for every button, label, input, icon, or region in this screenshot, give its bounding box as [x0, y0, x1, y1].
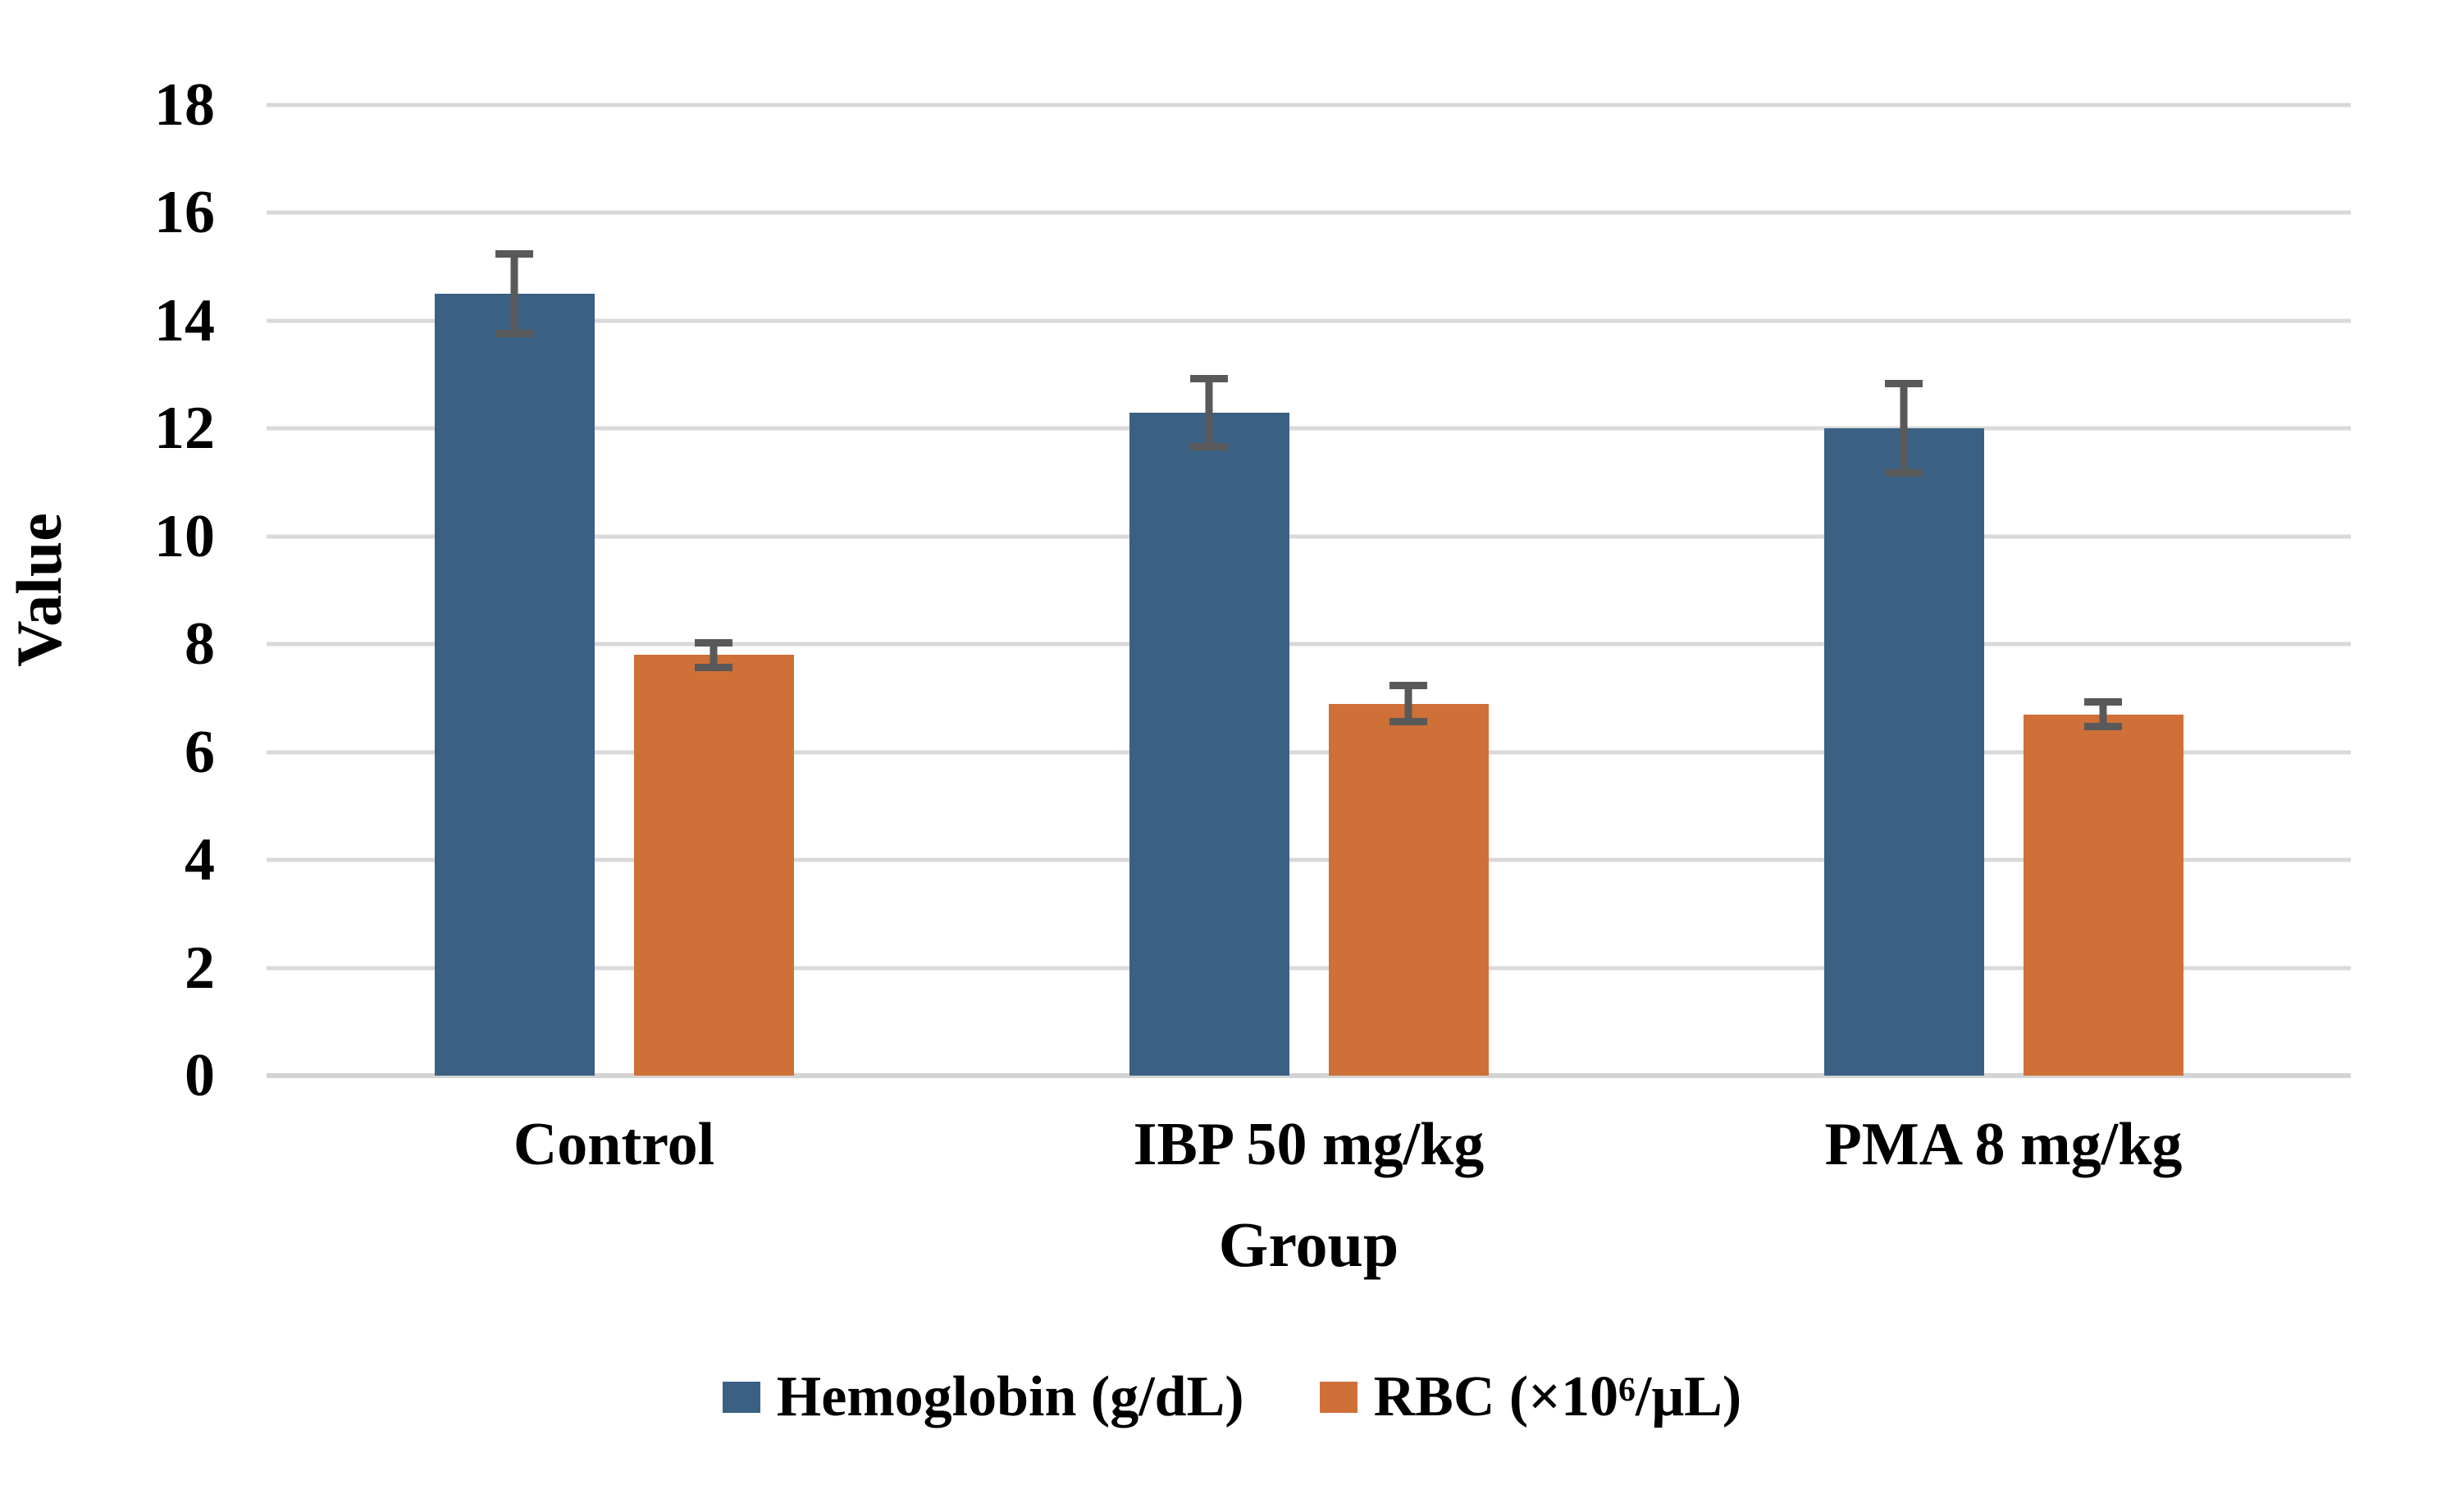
error-bar-stem [1205, 374, 1213, 450]
legend-label-hemoglobin: Hemoglobin (g/dL) [776, 1365, 1244, 1428]
error-bar-cap-bottom [2084, 723, 2122, 731]
error-bar-cap-top [695, 638, 732, 647]
error-bar-cap-bottom [1190, 442, 1228, 450]
gridline-y-12 [267, 426, 2351, 431]
x-tick-label-pma-8-mg-kg: PMA 8 mg/kg [1824, 1111, 2183, 1178]
error-bar-cap-bottom [1885, 469, 1923, 478]
bar-rbc-pma-8-mg-kg [2023, 714, 2183, 1076]
error-bar-rbc-control [695, 638, 732, 672]
gridline-y-6 [267, 750, 2351, 755]
error-bar-stem [2099, 697, 2107, 731]
error-bar-cap-top [1389, 682, 1427, 690]
y-tick-label-8: 8 [185, 610, 215, 679]
y-tick-label-12: 12 [154, 395, 215, 463]
y-axis-ticks: 0 2 4 6 8 10 12 14 16 18 [0, 75, 215, 1106]
y-tick-label-0: 0 [185, 1042, 215, 1109]
y-tick-label-10: 10 [154, 502, 215, 570]
legend-swatch-rbc [1319, 1382, 1357, 1413]
error-bar-rbc-pma-8-mg-kg [2084, 697, 2122, 731]
x-axis-baseline [267, 1073, 2351, 1078]
x-axis-title: Group [1218, 1209, 1399, 1280]
gridline-y-16 [267, 210, 2351, 215]
legend-item-rbc: RBC (×10⁶/μL) [1319, 1365, 1742, 1428]
legend-label-rbc: RBC (×10⁶/μL) [1373, 1365, 1742, 1428]
error-bar-cap-top [1190, 374, 1228, 382]
error-bar-stem [1404, 682, 1412, 725]
legend-item-hemoglobin: Hemoglobin (g/dL) [722, 1365, 1244, 1428]
error-bar-cap-bottom [695, 664, 732, 672]
y-tick-label-14: 14 [154, 286, 215, 354]
bar-rbc-control [633, 655, 794, 1076]
legend-swatch-hemoglobin [722, 1382, 760, 1413]
error-bar-rbc-ibp-50-mg-kg [1389, 682, 1427, 725]
y-tick-label-2: 2 [185, 934, 215, 1002]
gridline-y-10 [267, 534, 2351, 539]
error-bar-cap-bottom [495, 329, 533, 337]
error-bar-cap-top [2084, 697, 2122, 706]
gridline-y-14 [267, 318, 2351, 323]
y-tick-label-18: 18 [154, 71, 215, 139]
bar-rbc-ibp-50-mg-kg [1328, 703, 1489, 1076]
gridline-y-18 [267, 103, 2351, 107]
gridline-y-2 [267, 966, 2351, 971]
error-bar-hemoglobin-control [495, 250, 533, 337]
error-bar-cap-bottom [1389, 717, 1427, 725]
error-bar-hemoglobin-pma-8-mg-kg [1885, 380, 1923, 478]
y-tick-label-6: 6 [185, 718, 215, 786]
error-bar-stem [710, 638, 718, 672]
error-bar-stem [510, 250, 518, 337]
x-tick-label-control: Control [513, 1111, 715, 1178]
y-tick-label-4: 4 [185, 826, 215, 894]
error-bar-stem [1900, 380, 1908, 478]
gridline-y-8 [267, 642, 2351, 647]
error-bar-cap-top [495, 250, 533, 258]
bar-hemoglobin-pma-8-mg-kg [1823, 428, 1984, 1076]
bar-hemoglobin-control [434, 294, 595, 1076]
error-bar-cap-top [1885, 380, 1923, 388]
y-tick-label-16: 16 [154, 179, 215, 247]
plot-area [267, 103, 2351, 1078]
legend: Hemoglobin (g/dL) RBC (×10⁶/μL) [0, 1369, 2464, 1426]
gridline-y-4 [267, 857, 2351, 862]
x-tick-label-ibp-50-mg-kg: IBP 50 mg/kg [1133, 1111, 1485, 1178]
bar-hemoglobin-ibp-50-mg-kg [1129, 412, 1289, 1076]
error-bar-hemoglobin-ibp-50-mg-kg [1190, 374, 1228, 450]
